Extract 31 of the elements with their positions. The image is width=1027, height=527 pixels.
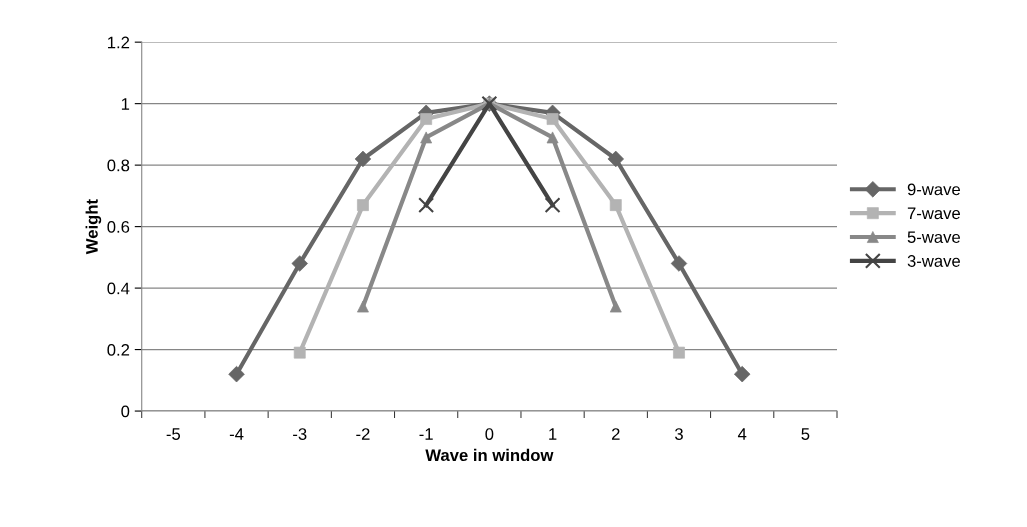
x-tick-label: 2: [611, 428, 620, 440]
y-tick-label: 1.2: [108, 36, 130, 49]
y-tick-label: 0.8: [107, 159, 130, 172]
point: [544, 197, 561, 214]
x-axis-title: Wave in window: [425, 448, 554, 462]
legend-label: 5-wave: [907, 231, 960, 244]
x-tick-label: 1: [549, 428, 557, 440]
legend-label: 9-wave: [907, 183, 960, 196]
y-axis-title: Weight: [85, 199, 102, 255]
point: [673, 346, 685, 359]
y-tick-label: 0.6: [107, 221, 130, 233]
x-tick-label: 4: [737, 428, 747, 440]
point: [228, 365, 245, 383]
point: [291, 255, 308, 272]
y-tick-label: 0.4: [107, 282, 130, 295]
x-tick-label: 3: [674, 428, 683, 440]
legend-label: 3-wave: [907, 255, 960, 267]
x-tick-label: -3: [293, 428, 307, 440]
point: [418, 197, 435, 214]
x-tick-label: -2: [356, 428, 370, 440]
x-tick-label: -5: [166, 428, 181, 440]
x-tick-label: -4: [229, 428, 244, 440]
legend-label: 7-wave: [907, 207, 960, 220]
x-tick-label: -1: [419, 428, 433, 440]
y-tick-label: 0: [121, 405, 130, 418]
x-tick-label: 0: [485, 428, 494, 440]
point: [607, 150, 624, 168]
y-tick-label: 1: [121, 98, 130, 110]
x-tick-label: 5: [801, 428, 810, 440]
y-tick-label: 0.2: [107, 343, 130, 356]
point: [670, 255, 688, 272]
